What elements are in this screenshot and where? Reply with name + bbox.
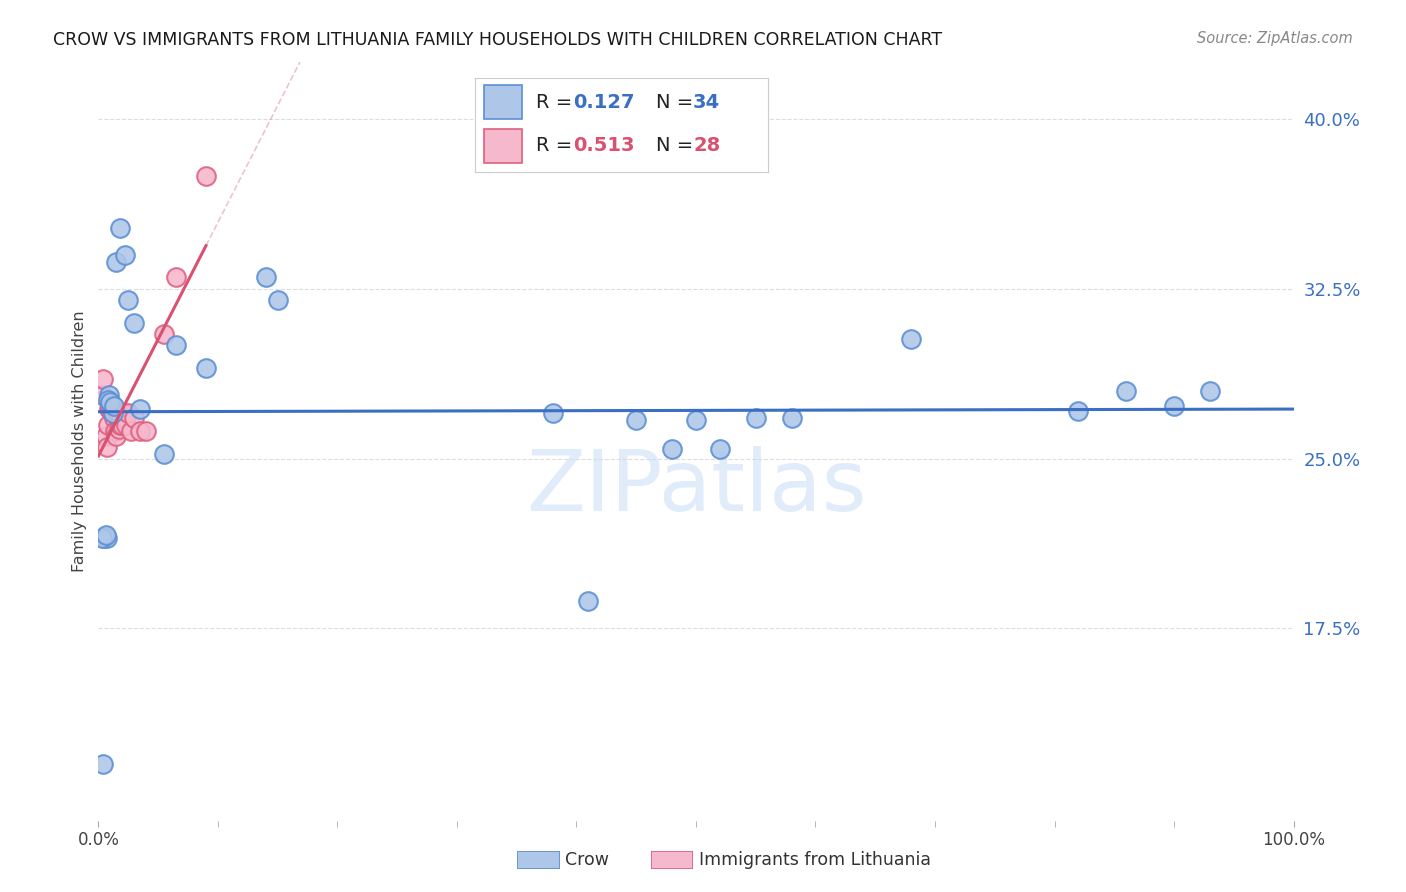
Point bbox=[135, 425, 157, 439]
Text: Immigrants from Lithuania: Immigrants from Lithuania bbox=[699, 851, 931, 869]
Point bbox=[114, 410, 136, 425]
Point bbox=[91, 757, 114, 772]
Point bbox=[117, 293, 139, 307]
Point bbox=[153, 326, 176, 341]
Text: Crow: Crow bbox=[565, 851, 609, 869]
Point bbox=[108, 220, 131, 235]
Point bbox=[745, 410, 768, 425]
Point bbox=[900, 332, 922, 346]
Point bbox=[129, 401, 152, 416]
Point bbox=[1199, 384, 1222, 398]
Point bbox=[91, 372, 114, 386]
Point bbox=[101, 401, 124, 416]
Point bbox=[685, 413, 707, 427]
Point bbox=[105, 429, 128, 443]
Point bbox=[1163, 400, 1185, 414]
Y-axis label: Family Households with Children: Family Households with Children bbox=[72, 310, 87, 573]
Text: CROW VS IMMIGRANTS FROM LITHUANIA FAMILY HOUSEHOLDS WITH CHILDREN CORRELATION CH: CROW VS IMMIGRANTS FROM LITHUANIA FAMILY… bbox=[53, 31, 942, 49]
Point bbox=[91, 531, 114, 545]
Text: Source: ZipAtlas.com: Source: ZipAtlas.com bbox=[1197, 31, 1353, 46]
Point bbox=[104, 425, 127, 439]
Point bbox=[98, 401, 122, 416]
Point bbox=[267, 293, 290, 307]
Point bbox=[103, 400, 125, 414]
Point bbox=[96, 531, 118, 545]
Point bbox=[94, 429, 117, 443]
Point bbox=[254, 270, 277, 285]
Point bbox=[120, 425, 142, 439]
Point bbox=[117, 406, 139, 420]
Point bbox=[124, 410, 146, 425]
Point bbox=[112, 406, 135, 420]
Point bbox=[98, 401, 121, 416]
Point bbox=[110, 410, 132, 425]
Point bbox=[195, 361, 218, 376]
Point bbox=[153, 447, 176, 461]
Point bbox=[107, 422, 129, 436]
Point bbox=[129, 425, 152, 439]
Point bbox=[111, 417, 134, 432]
Point bbox=[780, 410, 803, 425]
Point bbox=[96, 440, 118, 454]
Point bbox=[626, 413, 648, 427]
Point bbox=[1067, 404, 1090, 418]
Point bbox=[101, 406, 124, 420]
Point bbox=[91, 388, 114, 402]
Point bbox=[115, 417, 138, 432]
Point bbox=[108, 417, 131, 432]
Point bbox=[97, 417, 120, 432]
Point bbox=[661, 442, 683, 457]
Point bbox=[165, 338, 187, 352]
Point bbox=[165, 270, 187, 285]
Point bbox=[124, 316, 146, 330]
Point bbox=[107, 410, 129, 425]
Point bbox=[100, 401, 122, 416]
Point bbox=[94, 528, 117, 542]
Point bbox=[541, 406, 564, 420]
Point bbox=[105, 254, 128, 268]
Point bbox=[98, 395, 122, 409]
Text: ZIPatlas: ZIPatlas bbox=[526, 445, 866, 529]
Point bbox=[195, 169, 218, 183]
Point bbox=[103, 410, 125, 425]
Point bbox=[98, 388, 121, 402]
Point bbox=[578, 594, 600, 608]
Point bbox=[114, 248, 136, 262]
Point bbox=[709, 442, 731, 457]
Point bbox=[1115, 384, 1137, 398]
Point bbox=[97, 392, 120, 407]
Point bbox=[93, 531, 115, 545]
